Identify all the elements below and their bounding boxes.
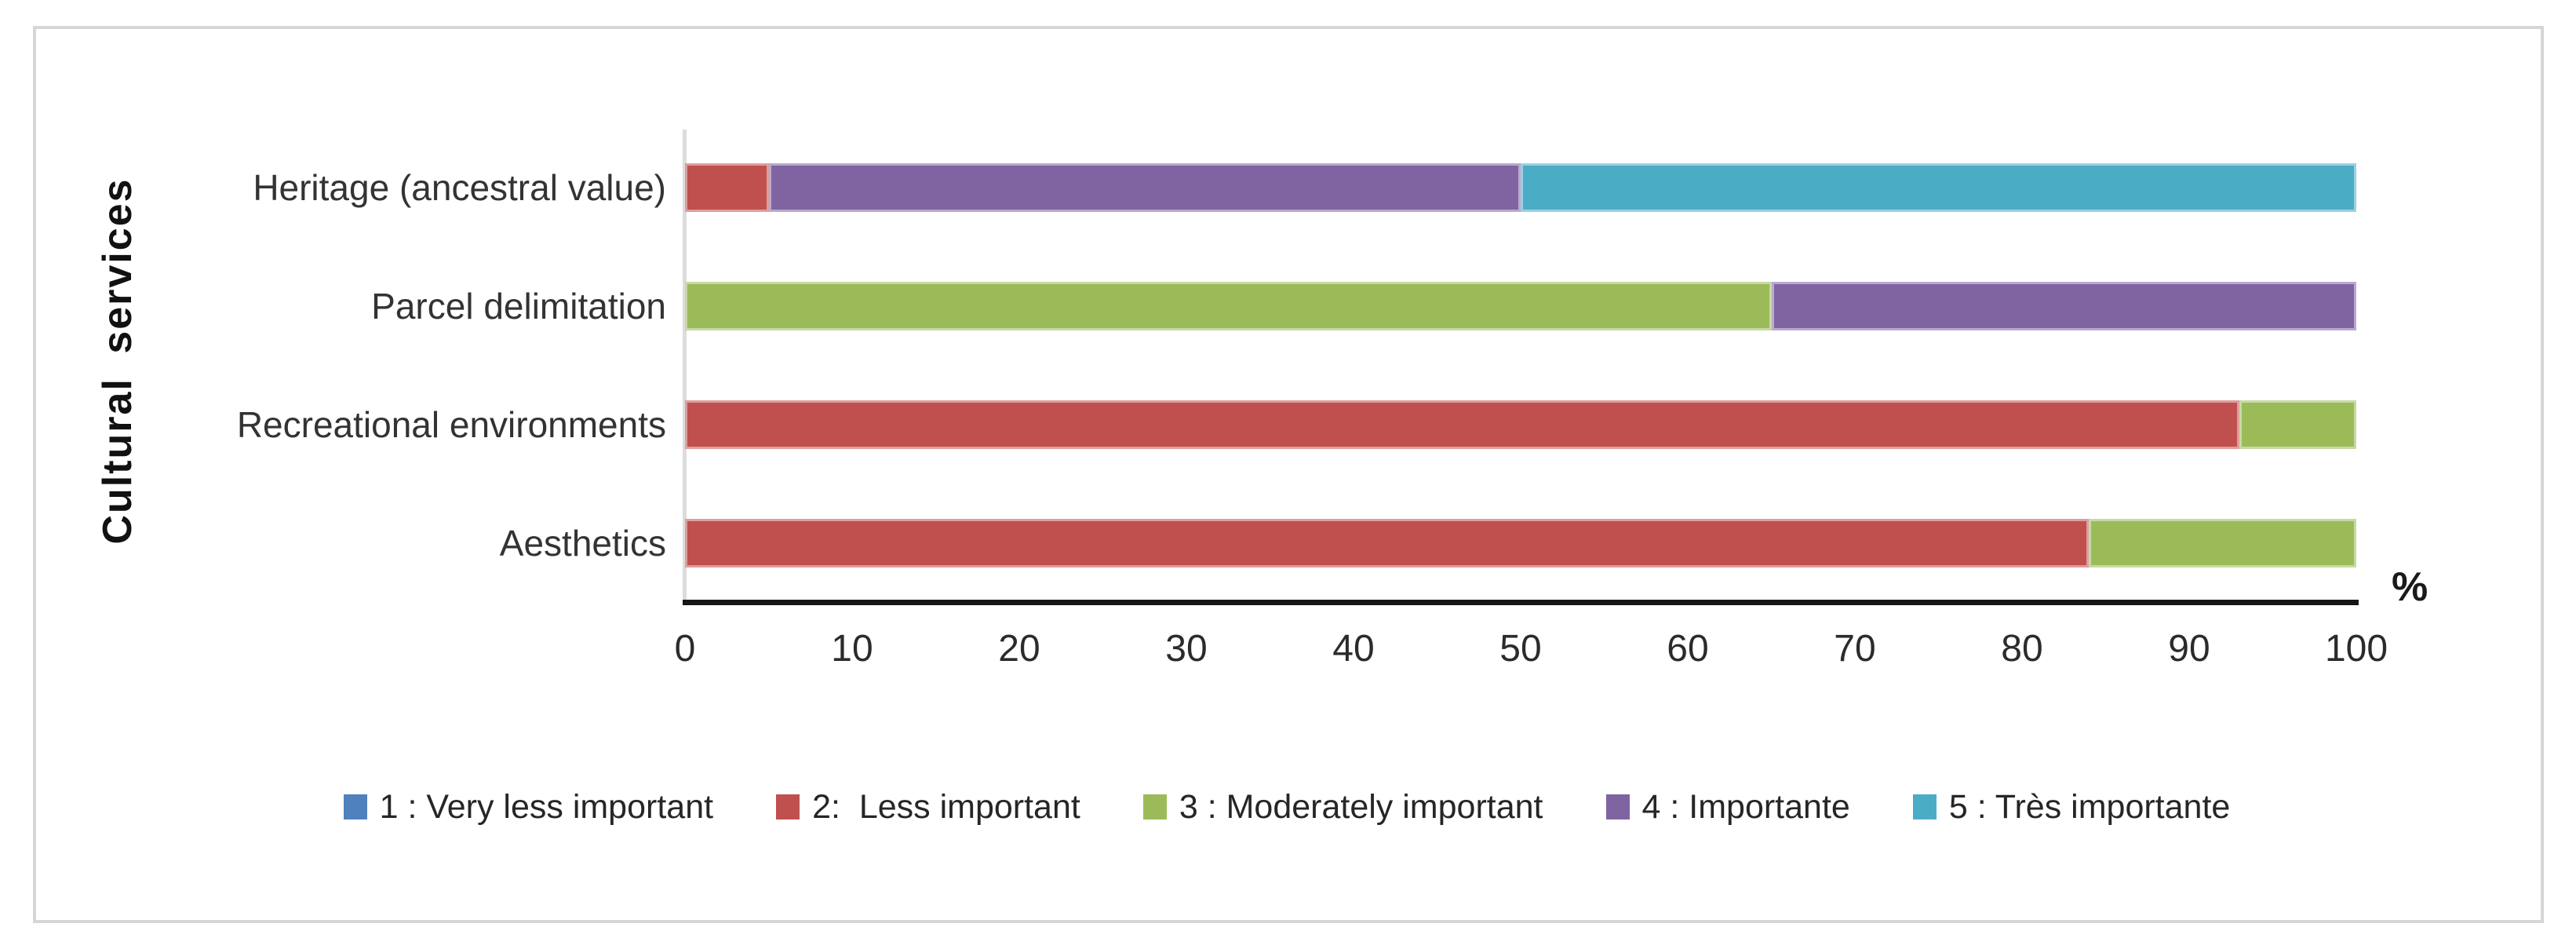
x-tick-label: 60	[1667, 628, 1709, 670]
legend-item: 4 : Importante	[1605, 787, 1850, 827]
legend-item: 3 : Moderately important	[1142, 787, 1543, 827]
category-label: Aesthetics	[499, 523, 666, 564]
x-tick-label: 100	[2324, 628, 2388, 670]
legend-label: 2: Less important	[812, 787, 1080, 826]
bar-segment	[2239, 400, 2356, 449]
legend-label: 1 : Very less important	[379, 787, 714, 826]
x-tick-label: 30	[1165, 628, 1208, 670]
x-tick-label: 70	[1834, 628, 1876, 670]
x-tick-label: 0	[674, 628, 696, 670]
x-axis-line	[683, 600, 2359, 605]
bar-segment	[685, 519, 2090, 568]
legend: 1 : Very less important 2: Less important…	[47, 783, 2527, 830]
legend-swatch	[343, 794, 367, 819]
bar-row	[685, 282, 2356, 330]
category-label: Heritage (ancestral value)	[253, 167, 666, 208]
bar-segment	[1521, 163, 2356, 212]
x-tick-label: 40	[1332, 628, 1375, 670]
bar-segment	[768, 163, 1521, 212]
legend-swatch	[1912, 794, 1937, 819]
legend-label: 4 : Importante	[1641, 787, 1850, 826]
x-tick-label: 80	[2001, 628, 2043, 670]
legend-label: 3 : Moderately important	[1179, 787, 1543, 826]
category-label: Recreational environments	[236, 404, 666, 445]
x-axis-unit-label: %	[2392, 564, 2428, 610]
bar-segment	[1771, 282, 2356, 330]
legend-item: 1 : Very less important	[343, 787, 714, 827]
bar-segment	[685, 163, 769, 212]
bar-segment	[685, 400, 2239, 449]
legend-label: 5 : Très importante	[1948, 787, 2231, 826]
legend-swatch	[776, 794, 800, 819]
bar-row	[685, 163, 2356, 212]
bar-row	[685, 400, 2356, 449]
y-axis-title: Cultural services	[95, 177, 140, 545]
legend-swatch	[1142, 794, 1167, 819]
x-tick-label: 10	[831, 628, 873, 670]
bar-segment	[685, 282, 1772, 330]
legend-swatch	[1605, 794, 1630, 819]
legend-item: 2: Less important	[776, 788, 1080, 827]
x-tick-label: 20	[998, 628, 1040, 670]
x-tick-label: 90	[2168, 628, 2210, 670]
y-axis-line	[683, 130, 687, 602]
x-axis-ticks: 0 10 20 30 40 50 60 70 80 90 100	[675, 627, 2388, 674]
bar-segment	[2089, 519, 2356, 568]
bar-row	[685, 519, 2356, 568]
legend-item: 5 : Très importante	[1912, 787, 2231, 827]
plot-area: Heritage (ancestral value) Parcel delimit…	[237, 130, 2388, 670]
x-tick-label: 50	[1499, 628, 1542, 670]
category-label: Parcel delimitation	[371, 286, 666, 327]
